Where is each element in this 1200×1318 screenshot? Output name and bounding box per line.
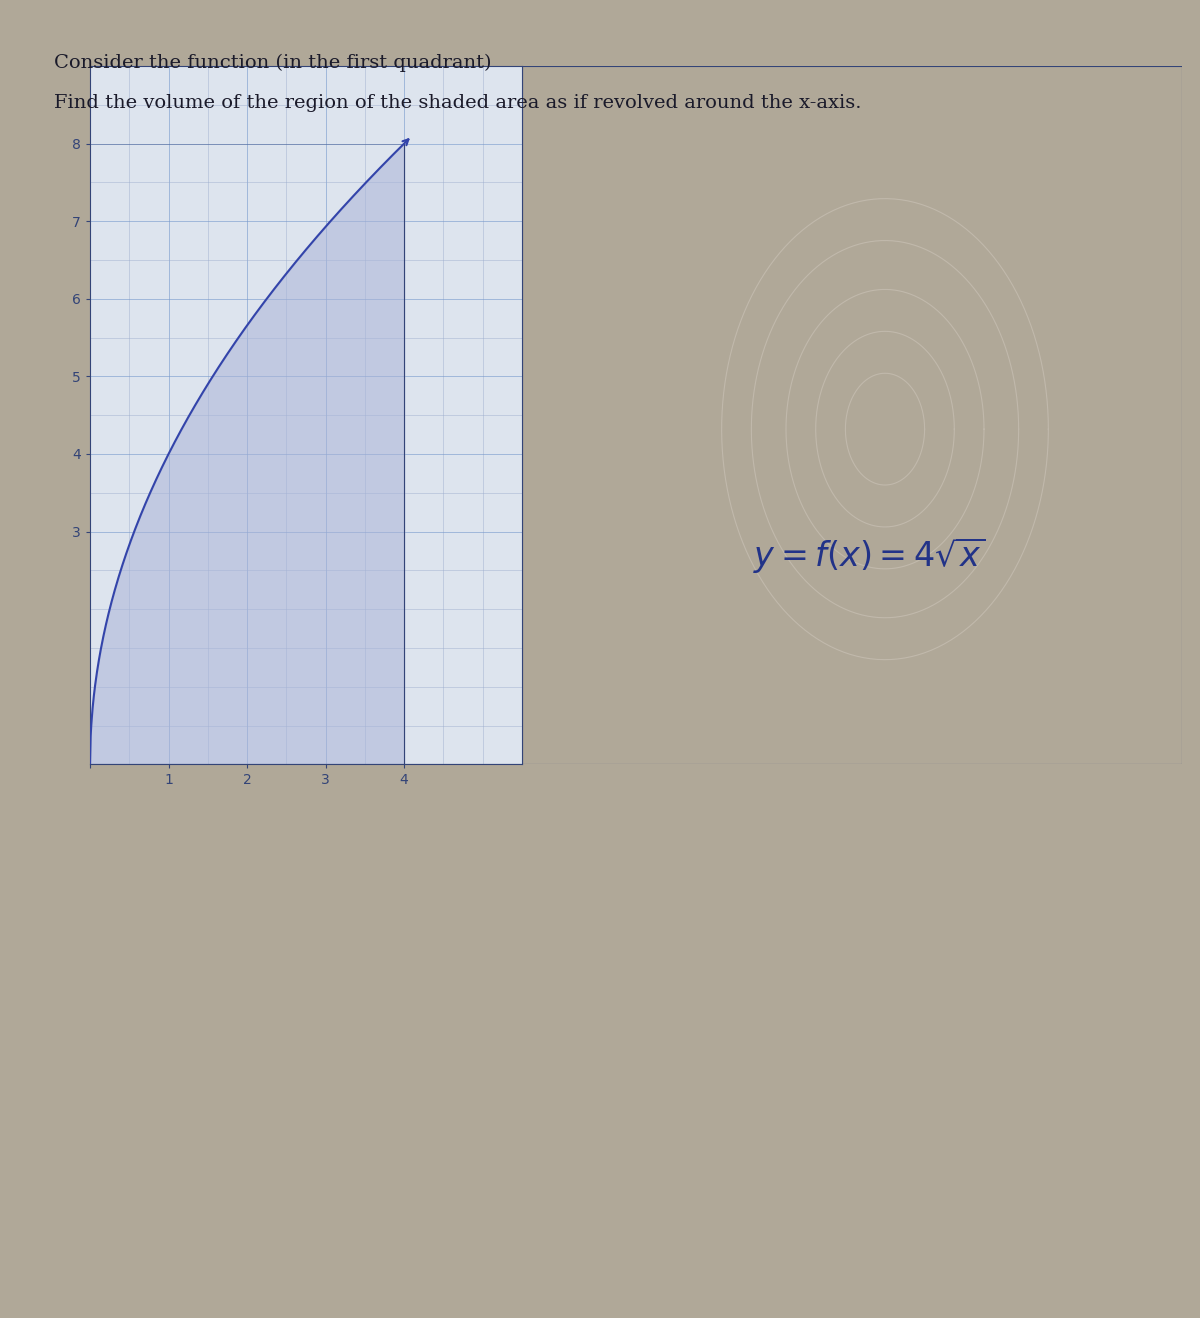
Text: Consider the function (in the first quadrant): Consider the function (in the first quad… <box>54 54 492 72</box>
Text: Find the volume of the region of the shaded area as if revolved around the x-axi: Find the volume of the region of the sha… <box>54 94 862 112</box>
Text: $y = f(x) = 4\sqrt{x}$: $y = f(x) = 4\sqrt{x}$ <box>754 535 985 575</box>
